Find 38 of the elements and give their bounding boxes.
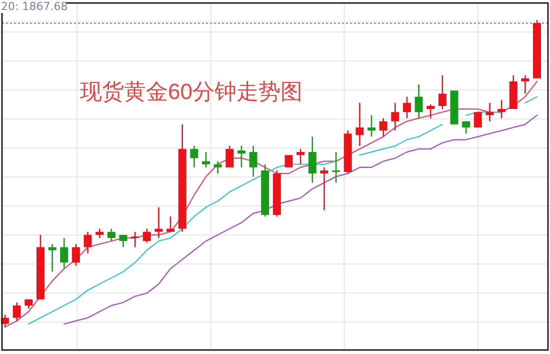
candlestick <box>356 102 364 147</box>
candlestick <box>154 206 163 239</box>
candlestick <box>72 243 80 266</box>
candlestick <box>60 237 68 270</box>
text: 现货黄金60分钟走势图 <box>80 79 302 104</box>
candlestick <box>226 145 234 168</box>
candlestick <box>308 136 316 184</box>
candlestick <box>131 231 140 248</box>
candlestick <box>249 145 258 178</box>
candlestick <box>142 228 151 244</box>
candlestick <box>12 302 21 322</box>
candlestick <box>414 84 423 119</box>
candlestick <box>367 114 376 138</box>
candlestick <box>320 166 328 211</box>
candlestick <box>379 118 388 138</box>
candlestick <box>498 99 506 119</box>
candlestick <box>402 96 411 119</box>
candlestick <box>84 231 92 254</box>
candlestick <box>166 216 175 232</box>
candlestick <box>96 228 104 239</box>
candlestick <box>107 228 116 242</box>
candlestick <box>119 234 128 248</box>
candlestick <box>190 145 198 168</box>
candlestick <box>48 243 56 272</box>
candlestick <box>474 111 482 128</box>
candlestick <box>438 74 446 110</box>
candlestick <box>462 120 470 134</box>
candlestick <box>486 102 494 122</box>
candlestick <box>214 160 222 174</box>
candlestick <box>521 74 530 94</box>
candlestick <box>237 145 246 168</box>
candlestick <box>391 102 400 132</box>
candlestick <box>202 151 210 168</box>
candlestick <box>296 148 305 165</box>
candlestick <box>426 104 435 119</box>
candlestick <box>332 151 340 184</box>
candlestick <box>284 154 293 168</box>
text: 20: 1867.68 <box>1 0 68 13</box>
